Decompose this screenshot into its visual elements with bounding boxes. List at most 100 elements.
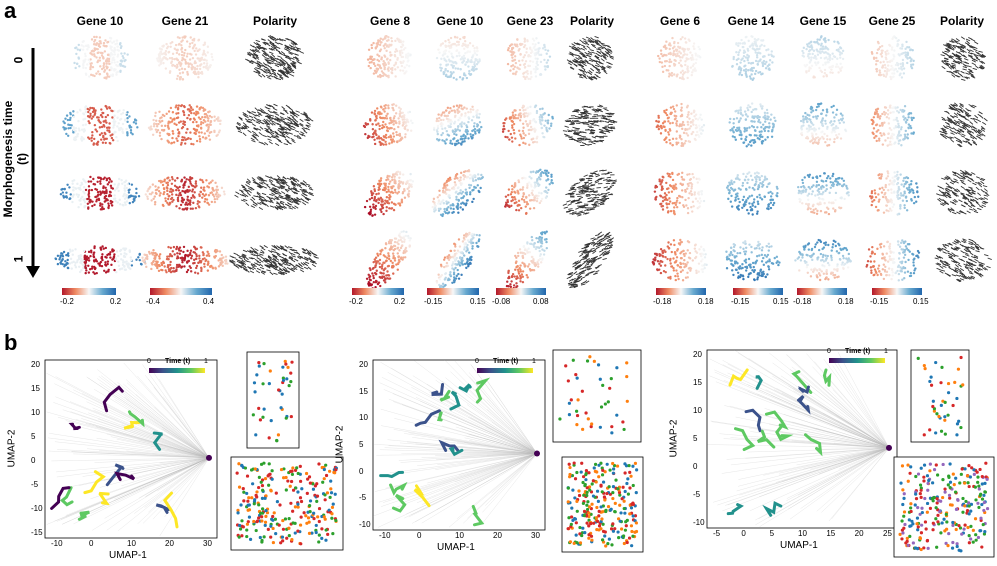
inset-cell xyxy=(624,464,629,468)
umap-edge xyxy=(49,433,210,459)
inset-cell xyxy=(271,526,275,531)
umap-edge xyxy=(465,387,538,454)
umap-xlabel-0: UMAP-1 xyxy=(109,550,147,561)
inset-cell xyxy=(289,469,293,473)
inset-cell xyxy=(918,536,923,541)
header-g3-4: Gene 25 xyxy=(868,14,916,28)
inset-cell xyxy=(922,433,926,437)
inset-cell xyxy=(304,471,309,476)
inset-cell xyxy=(902,514,906,518)
inset-cell xyxy=(579,470,583,474)
inset-cell xyxy=(246,508,250,512)
g2-gene10-r3 xyxy=(435,231,481,290)
g3-gene25-r3 xyxy=(865,239,921,282)
umap-edge xyxy=(735,416,890,449)
inset-cell xyxy=(257,406,261,410)
inset-cell xyxy=(314,530,318,535)
umap-edge xyxy=(749,447,890,511)
inset-cell xyxy=(939,531,943,535)
inset-cell xyxy=(616,517,621,521)
umap-xtick: 20 xyxy=(854,529,864,538)
umap-trajectory xyxy=(83,470,106,495)
inset-cell xyxy=(587,536,591,540)
inset-cell xyxy=(257,485,261,490)
inset-cell xyxy=(572,541,576,545)
inset-cell xyxy=(633,514,638,518)
inset-cell xyxy=(564,364,568,368)
inset-cell xyxy=(306,477,310,481)
inset-cell xyxy=(293,486,298,490)
inset-cell xyxy=(913,503,917,507)
umap-edge xyxy=(54,383,210,459)
umap-trajectory xyxy=(728,368,749,387)
g3-gene15-r1 xyxy=(799,102,848,147)
inset-cell xyxy=(943,418,947,422)
inset-cell xyxy=(582,514,587,518)
umap-xtick: 0 xyxy=(89,539,94,548)
inset-cell xyxy=(279,541,283,545)
inset-cell xyxy=(264,514,268,518)
header-g1-3: Polarity xyxy=(252,14,297,28)
umap-trajectory xyxy=(762,501,783,517)
umap-trajectory xyxy=(114,471,136,482)
umap-edge xyxy=(373,453,538,517)
inset-cell xyxy=(608,386,612,390)
inset-cell xyxy=(902,492,906,496)
umap-edge xyxy=(400,453,538,463)
inset-cell xyxy=(296,471,300,476)
inset-cell xyxy=(608,468,612,472)
cb9-min: -0.15 xyxy=(870,297,889,306)
inset-cell xyxy=(629,506,634,510)
umap-edge xyxy=(71,451,210,459)
g2-gene10-r0 xyxy=(435,35,481,81)
g3-polarity-r1 xyxy=(939,102,988,148)
inset-cell xyxy=(573,496,577,500)
inset-cell xyxy=(622,427,626,432)
inset-cell xyxy=(264,494,268,498)
inset-cell xyxy=(263,520,268,524)
inset-cell xyxy=(941,462,945,467)
inset-cell xyxy=(275,438,279,443)
inset-cell xyxy=(293,468,298,473)
inset-cell xyxy=(270,477,274,481)
umap-edge xyxy=(412,437,538,454)
inset-cell xyxy=(571,488,575,492)
inset-cell xyxy=(919,488,923,492)
inset-cell xyxy=(923,367,927,371)
inset-cell xyxy=(285,536,289,540)
inset-cell xyxy=(944,512,948,516)
umap-edge xyxy=(393,429,538,454)
inset-cell xyxy=(299,479,303,483)
panel-a-letter: a xyxy=(4,0,17,23)
inset-cell xyxy=(251,413,255,417)
inset-cell xyxy=(943,529,947,533)
inset-cell xyxy=(964,499,968,504)
umap-trajectory xyxy=(804,433,823,457)
inset-cell xyxy=(250,496,254,500)
umap-edge xyxy=(485,426,538,454)
umap-edge xyxy=(730,447,890,466)
inset-cell xyxy=(916,525,920,529)
colorbar-8 xyxy=(872,288,922,295)
time-colorbar-2 xyxy=(829,358,885,363)
umap-edge xyxy=(404,453,538,519)
inset-cell xyxy=(329,491,334,495)
inset-cell xyxy=(623,471,627,475)
inset-cell xyxy=(252,502,256,506)
inset-cell xyxy=(937,414,941,419)
inset-cell xyxy=(943,400,947,404)
inset-cell xyxy=(245,491,249,496)
umap-edge xyxy=(114,383,210,459)
inset-cell xyxy=(631,514,635,518)
umap-edge xyxy=(389,453,538,473)
inset-cell xyxy=(245,528,249,532)
umap-trajectory xyxy=(123,421,141,430)
inset-cell xyxy=(634,491,638,495)
umap-edge xyxy=(445,377,538,454)
inset-cell xyxy=(928,462,932,466)
umap-xtick: 20 xyxy=(493,531,502,540)
inset-cell xyxy=(254,493,258,497)
inset-cell xyxy=(946,543,950,548)
inset-cell xyxy=(956,367,961,371)
umap-edge xyxy=(142,457,210,524)
